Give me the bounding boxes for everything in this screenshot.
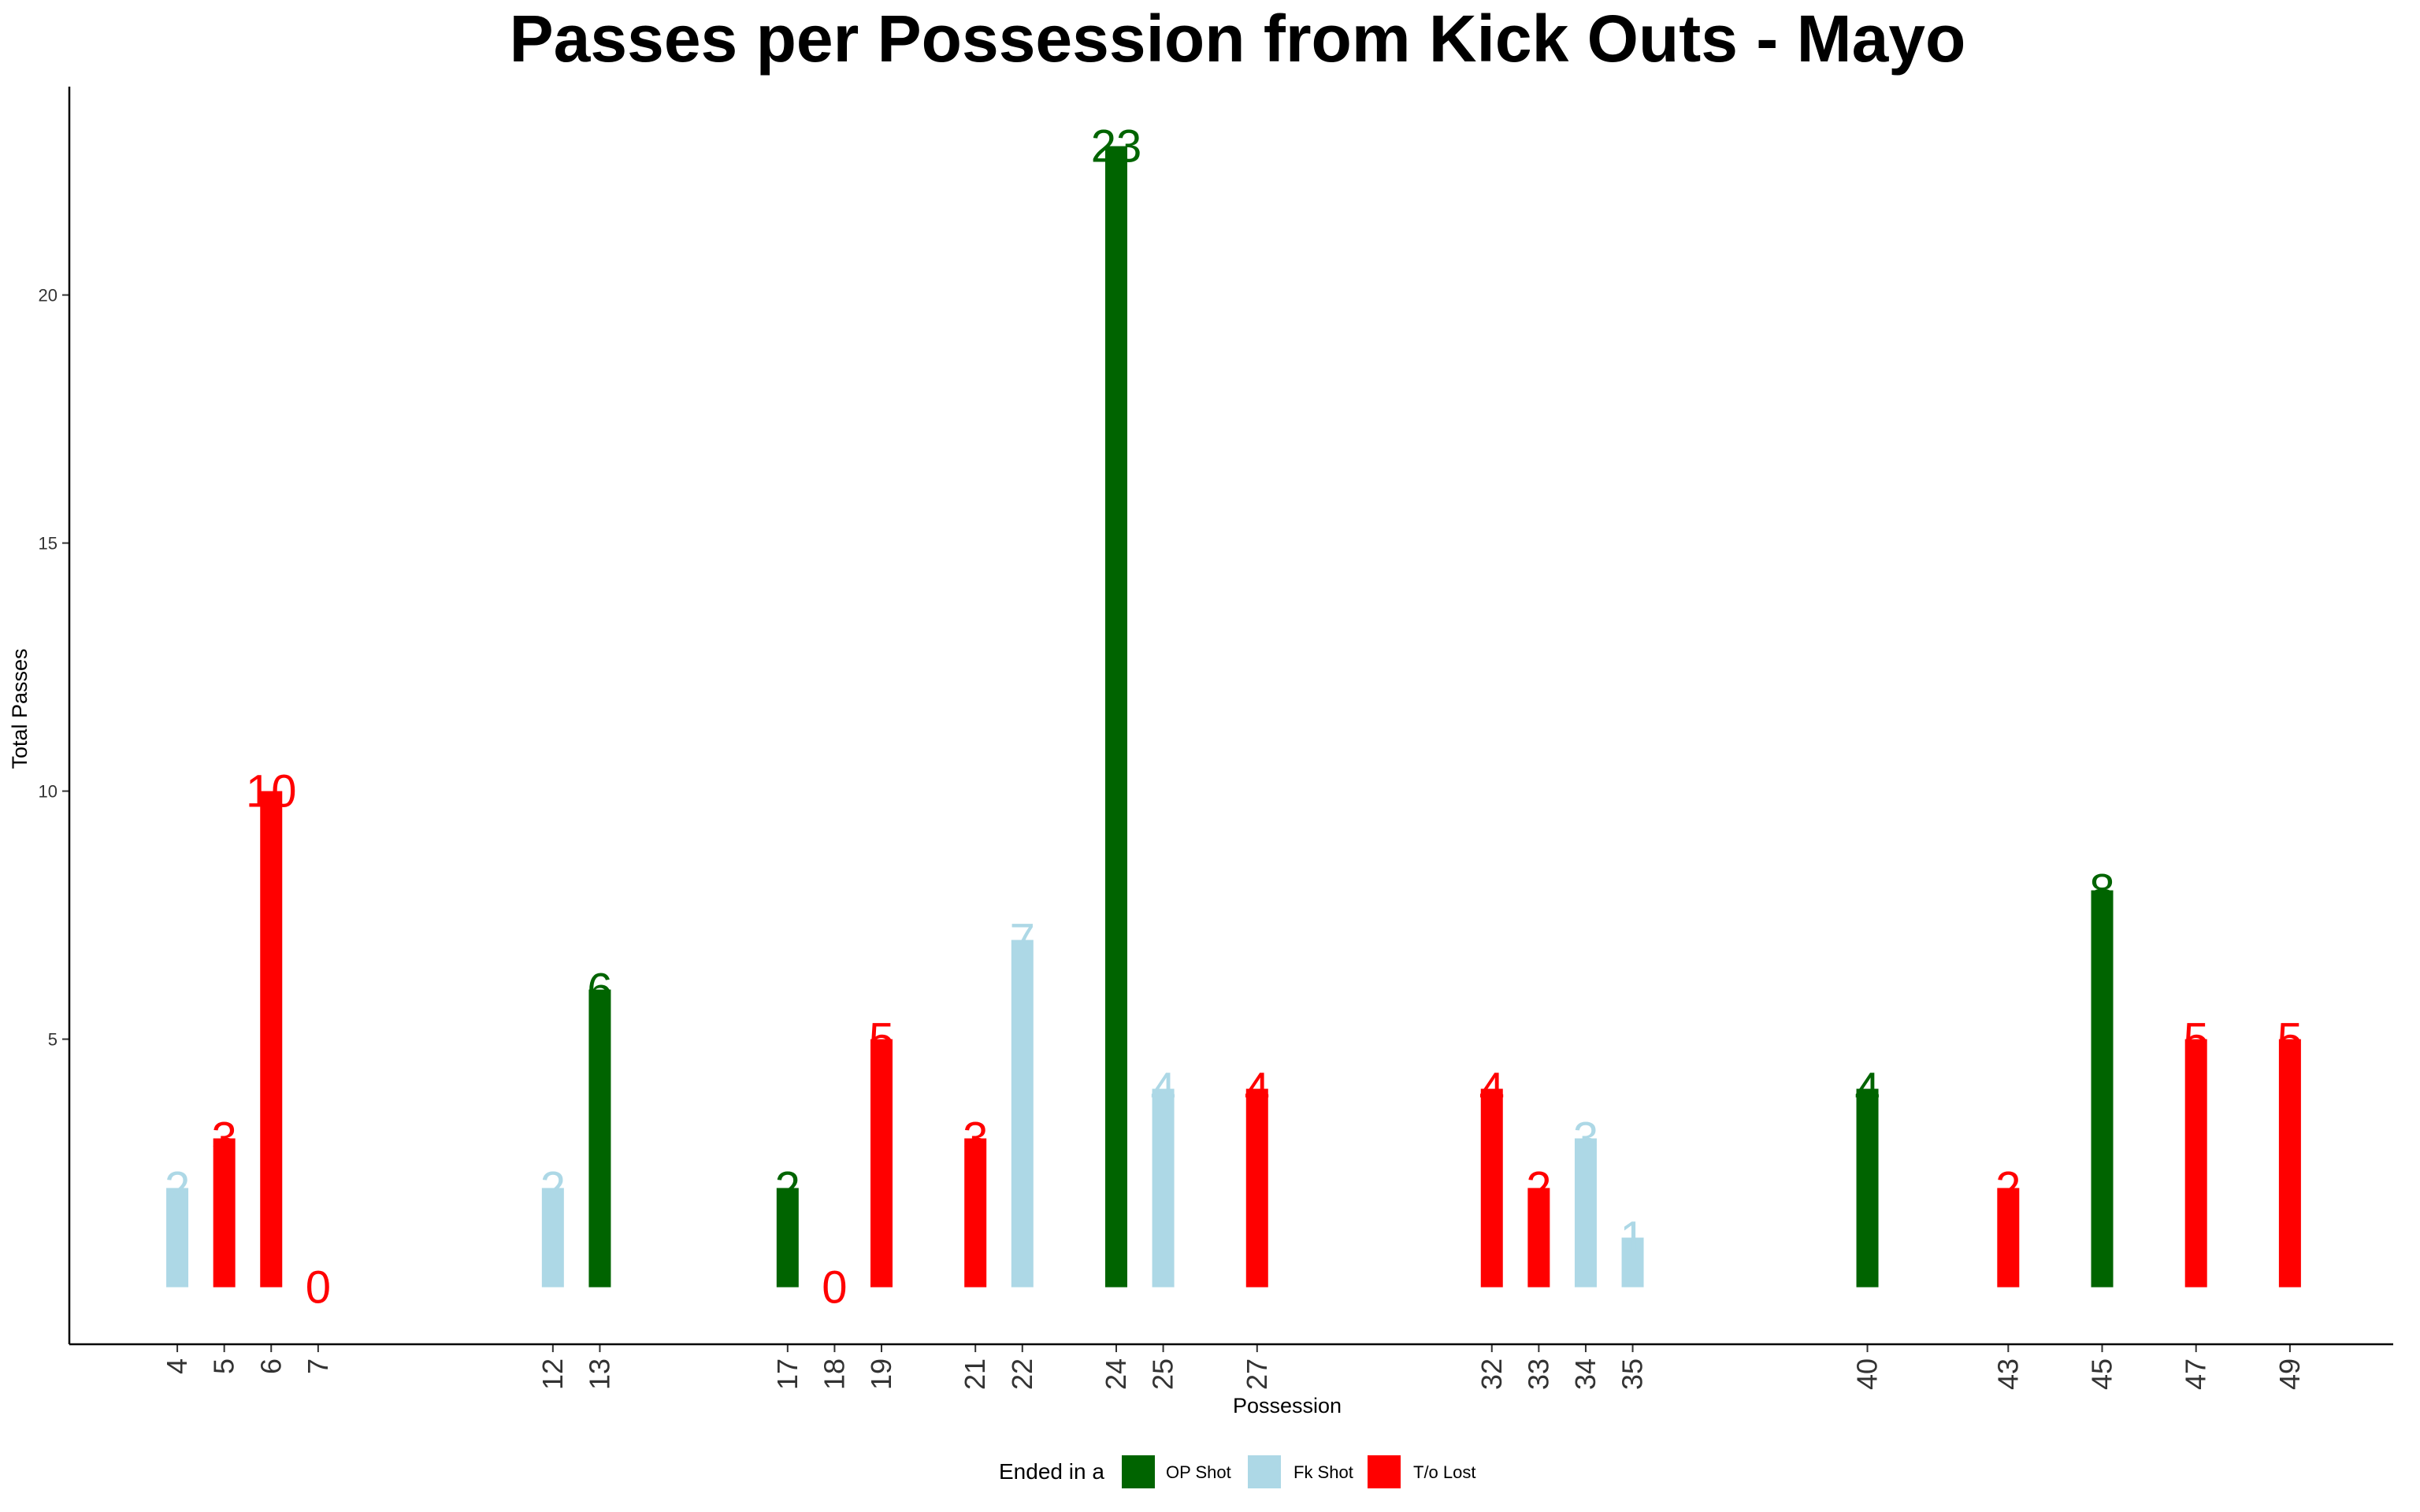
bar-value-label: 7 [1010, 915, 1035, 966]
x-tick-label: 45 [2086, 1358, 2118, 1390]
bar-value-label: 1 [1620, 1213, 1645, 1264]
bar-possession-12 [541, 1188, 564, 1288]
bar-possession-24 [1104, 146, 1127, 1288]
bar-value-label: 3 [963, 1114, 988, 1165]
bar-possession-32 [1480, 1088, 1503, 1288]
y-tick-label: 15 [39, 534, 58, 554]
legend-swatch-fk-shot [1248, 1455, 1281, 1488]
x-tick-label: 40 [1851, 1358, 1884, 1390]
bar-value-label: 10 [246, 766, 297, 817]
x-tick-label: 32 [1475, 1358, 1508, 1390]
x-tick-label: 49 [2273, 1358, 2306, 1390]
legend-label-to-lost: T/o Lost [1413, 1462, 1475, 1482]
bar-value-label: 2 [1995, 1163, 2021, 1214]
x-tick-label: 47 [2180, 1358, 2212, 1390]
bar-possession-22 [1011, 939, 1034, 1288]
x-tick-label: 18 [818, 1358, 850, 1390]
chart-title: Passes per Possession from Kick Outs - M… [510, 2, 1966, 76]
legend: Ended in a OP Shot Fk Shot T/o Lost [999, 1455, 1475, 1488]
x-axis-title: Possession [1233, 1394, 1342, 1418]
x-tick-label: 43 [1991, 1358, 2024, 1390]
legend-swatch-to-lost [1368, 1455, 1401, 1488]
bar-possession-27 [1245, 1088, 1268, 1288]
y-tick-label: 10 [39, 782, 58, 802]
x-tick-label: 5 [208, 1358, 240, 1374]
x-tick-label: 6 [254, 1358, 287, 1374]
x-tick-label: 24 [1100, 1358, 1132, 1390]
y-tick-label: 20 [39, 286, 58, 306]
bar-value-label: 0 [822, 1262, 847, 1314]
bar-value-label: 2 [775, 1163, 800, 1214]
x-axis-ticks: 4 5 6 7 12 13 17 18 19 21 22 24 25 27 32 33 34 35 40 43 45 47… [161, 1344, 2306, 1390]
bar-value-label: 2 [165, 1163, 190, 1214]
bar-value-label: 23 [1091, 121, 1142, 172]
legend-label-op-shot: OP Shot [1166, 1462, 1231, 1482]
x-tick-label: 34 [1569, 1358, 1602, 1390]
x-tick-label: 21 [959, 1358, 991, 1390]
bar-possession-35 [1621, 1237, 1644, 1288]
bar-possession-33 [1527, 1188, 1550, 1288]
x-tick-label: 13 [583, 1358, 615, 1390]
bar-possession-6 [260, 791, 283, 1288]
x-tick-label: 35 [1616, 1358, 1649, 1390]
bar-possession-43 [1997, 1188, 2020, 1288]
bar-value-label: 4 [1245, 1064, 1270, 1115]
legend-title: Ended in a [999, 1459, 1104, 1484]
x-tick-label: 25 [1147, 1358, 1179, 1390]
x-tick-label: 4 [161, 1358, 193, 1374]
bar-value-label: 4 [1854, 1064, 1880, 1115]
x-tick-label: 7 [302, 1358, 334, 1374]
bar-possession-34 [1574, 1138, 1597, 1288]
bar-value-label: 5 [869, 1014, 894, 1065]
bar-value-label: 4 [1479, 1064, 1505, 1115]
x-tick-label: 22 [1006, 1358, 1038, 1390]
bar-value-label: 6 [587, 965, 612, 1016]
bars [166, 146, 2301, 1288]
bar-possession-19 [870, 1039, 893, 1288]
legend-swatch-op-shot [1122, 1455, 1155, 1488]
bar-possession-4 [166, 1188, 189, 1288]
bar-value-label: 8 [2089, 865, 2114, 917]
bar-value-label: 0 [306, 1262, 331, 1314]
x-tick-label: 17 [771, 1358, 804, 1390]
bar-value-label: 3 [1573, 1114, 1598, 1165]
bar-value-label: 2 [540, 1163, 566, 1214]
bar-value-label: 3 [212, 1114, 237, 1165]
bar-possession-17 [776, 1188, 799, 1288]
bar-possession-45 [2091, 890, 2114, 1288]
y-axis-ticks: 5 10 15 20 [39, 286, 69, 1050]
x-tick-label: 12 [536, 1358, 569, 1390]
bar-value-label: 5 [2184, 1014, 2209, 1065]
x-tick-label: 27 [1241, 1358, 1273, 1390]
y-tick-label: 5 [48, 1030, 58, 1050]
bar-possession-40 [1856, 1088, 1879, 1288]
bar-possession-21 [964, 1138, 987, 1288]
bar-possession-13 [588, 989, 611, 1288]
legend-label-fk-shot: Fk Shot [1294, 1462, 1353, 1482]
y-axis-title: Total Passes [8, 648, 32, 769]
bar-value-label: 5 [2277, 1014, 2303, 1065]
bar-value-label: 2 [1526, 1163, 1551, 1214]
bar-possession-49 [2278, 1039, 2301, 1288]
bar-value-label: 4 [1150, 1064, 1175, 1115]
bar-possession-5 [213, 1138, 236, 1288]
bar-possession-25 [1152, 1088, 1175, 1288]
x-tick-label: 33 [1522, 1358, 1554, 1390]
bar-possession-47 [2184, 1039, 2207, 1288]
x-tick-label: 19 [865, 1358, 897, 1390]
